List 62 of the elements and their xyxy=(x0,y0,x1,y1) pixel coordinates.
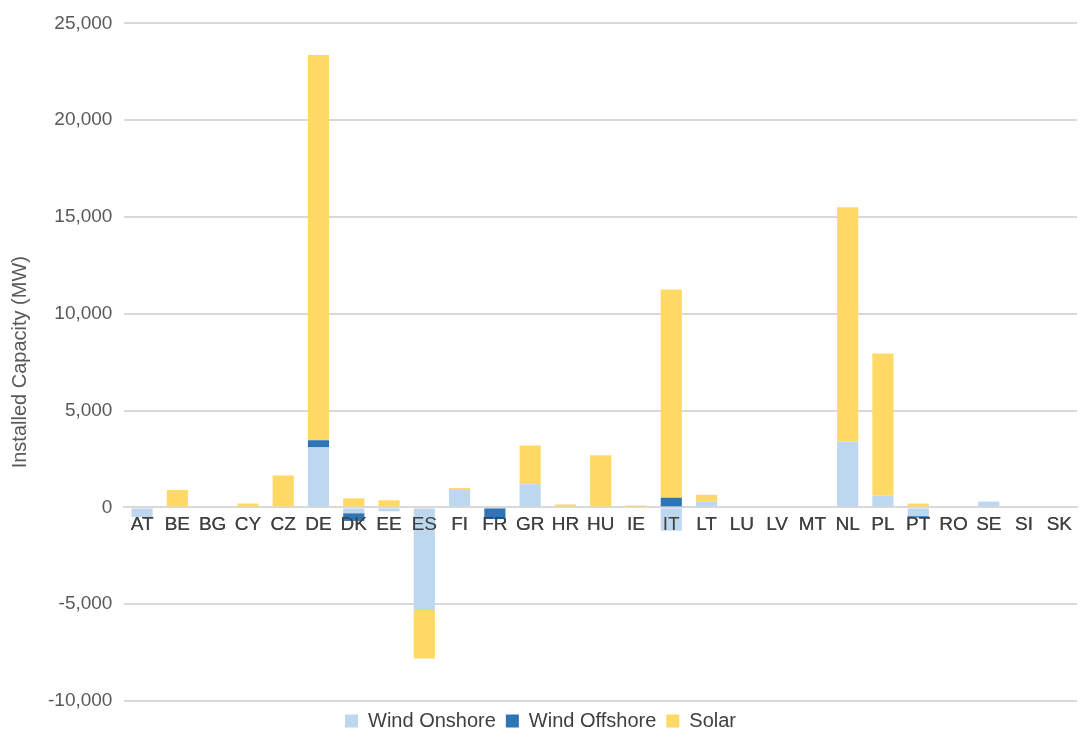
x-tick-label: MT xyxy=(798,513,827,535)
bar xyxy=(307,54,330,441)
x-tick-label: ES xyxy=(411,513,437,535)
legend-label: Wind Onshore xyxy=(368,708,496,731)
x-tick-label: BE xyxy=(164,513,191,535)
bar xyxy=(837,207,859,442)
x-tick-label: FR xyxy=(482,513,508,535)
y-tick-label: 15,000 xyxy=(54,205,113,227)
bar xyxy=(413,610,435,659)
bar xyxy=(343,508,365,514)
x-tick-label: HU xyxy=(586,513,615,535)
x-tick-label: DE xyxy=(305,513,332,535)
x-tick-label: NL xyxy=(835,513,860,535)
bar xyxy=(378,500,400,507)
y-tick-label: 0 xyxy=(101,495,113,517)
y-tick-label: -5,000 xyxy=(58,592,113,614)
x-tick-label: GR xyxy=(515,513,545,535)
y-tick-label: 10,000 xyxy=(54,302,113,324)
x-tick-label: FI xyxy=(451,513,469,535)
legend-label: Wind Offshore xyxy=(528,708,657,731)
bar xyxy=(449,489,471,507)
x-tick-label: CZ xyxy=(270,513,297,535)
bar xyxy=(660,497,682,507)
bar xyxy=(837,441,859,507)
x-tick-label: LV xyxy=(766,513,789,535)
y-axis-title: Installed Capacity (MW) xyxy=(7,256,30,469)
bar xyxy=(660,289,682,498)
x-tick-label: LU xyxy=(729,513,754,535)
x-tick-label: PL xyxy=(871,513,895,535)
x-tick-label: SK xyxy=(1046,513,1073,535)
y-tick-label: 25,000 xyxy=(54,11,113,33)
y-tick-label: -10,000 xyxy=(47,689,113,711)
y-tick-label: 20,000 xyxy=(54,108,113,130)
bar xyxy=(307,447,330,507)
legend-label: Solar xyxy=(689,708,737,731)
x-tick-label: HR xyxy=(551,513,580,535)
bar xyxy=(519,484,541,507)
bar xyxy=(378,508,400,512)
x-tick-label: RO xyxy=(939,513,968,535)
x-tick-label: LT xyxy=(696,513,718,535)
x-tick-label: BG xyxy=(198,513,227,535)
bar xyxy=(872,353,894,496)
bar xyxy=(907,508,929,517)
x-tick-label: SI xyxy=(1015,513,1034,535)
bar xyxy=(307,440,330,448)
x-tick-label: PT xyxy=(906,513,931,535)
bar xyxy=(343,498,365,507)
x-tick-label: CY xyxy=(234,513,262,535)
bar xyxy=(590,455,612,507)
x-tick-label: SE xyxy=(976,513,1002,535)
bar xyxy=(272,475,294,507)
bar xyxy=(413,508,435,611)
bar xyxy=(872,495,894,507)
bar xyxy=(519,445,541,485)
x-tick-label: IT xyxy=(662,513,681,535)
y-tick-label: 5,000 xyxy=(64,398,113,420)
bar xyxy=(166,489,188,507)
x-tick-label: EE xyxy=(376,513,402,535)
x-tick-label: AT xyxy=(130,513,154,535)
x-tick-label: IE xyxy=(627,513,645,535)
bar xyxy=(131,508,153,518)
bar xyxy=(695,494,718,502)
